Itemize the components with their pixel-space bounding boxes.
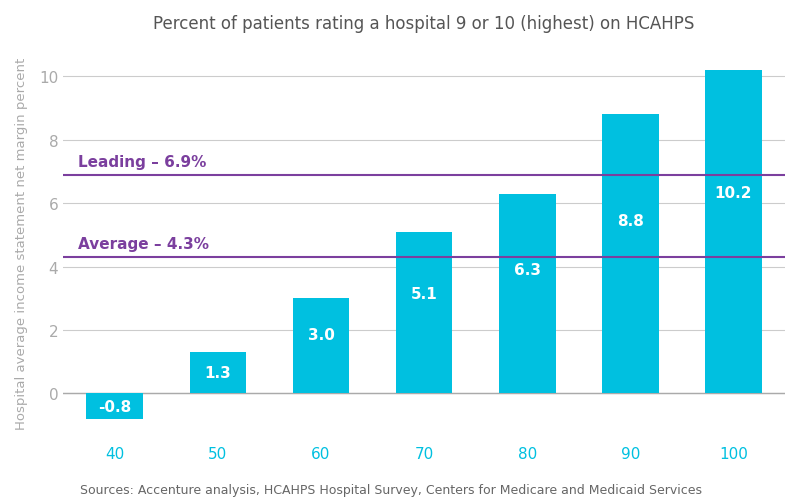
Title: Percent of patients rating a hospital 9 or 10 (highest) on HCAHPS: Percent of patients rating a hospital 9 …: [154, 15, 694, 33]
Text: -0.8: -0.8: [98, 399, 131, 414]
Text: 6.3: 6.3: [514, 263, 541, 278]
Text: Sources: Accenture analysis, HCAHPS Hospital Survey, Centers for Medicare and Me: Sources: Accenture analysis, HCAHPS Hosp…: [80, 483, 702, 496]
Bar: [602, 115, 658, 394]
Bar: [499, 194, 555, 394]
Text: Leading – 6.9%: Leading – 6.9%: [78, 155, 206, 170]
Bar: [293, 299, 350, 394]
Text: 8.8: 8.8: [617, 213, 644, 228]
Bar: [190, 353, 246, 394]
Text: 10.2: 10.2: [714, 186, 752, 201]
Text: 3.0: 3.0: [307, 327, 334, 342]
Bar: [705, 71, 762, 394]
Y-axis label: Hospital average income statement net margin percent: Hospital average income statement net ma…: [15, 58, 28, 429]
Text: Average – 4.3%: Average – 4.3%: [78, 237, 209, 252]
Text: 1.3: 1.3: [205, 366, 231, 381]
Bar: [86, 394, 143, 419]
Text: 5.1: 5.1: [410, 286, 438, 301]
Bar: [396, 232, 453, 394]
